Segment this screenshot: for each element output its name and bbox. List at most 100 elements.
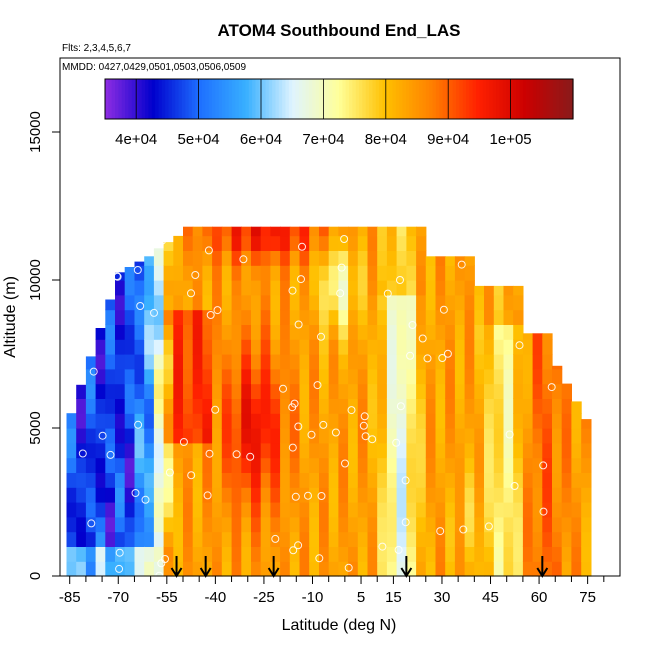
colorbar-swatch — [532, 79, 537, 119]
heatmap-cell — [445, 561, 456, 577]
heatmap-cell — [105, 561, 116, 577]
heatmap-cell — [396, 516, 407, 533]
colorbar-swatch — [235, 79, 240, 119]
heatmap-cell — [183, 265, 194, 281]
colorbar-swatch — [302, 79, 307, 119]
heatmap-cell — [202, 294, 213, 311]
heatmap-cell — [183, 250, 194, 266]
heatmap-cell — [416, 383, 427, 399]
heatmap-cell — [522, 368, 534, 385]
heatmap-cell — [173, 413, 184, 429]
heatmap-cell — [377, 531, 388, 547]
colorbar-swatch — [242, 79, 246, 119]
heatmap-cell — [396, 368, 407, 385]
heatmap-cell — [134, 354, 145, 370]
heatmap-cell — [212, 354, 223, 370]
heatmap-cell — [270, 265, 281, 281]
heatmap-cell — [377, 368, 388, 385]
heatmap-cell — [173, 531, 184, 547]
heatmap-cell — [348, 294, 359, 311]
colorbar-swatch — [382, 79, 387, 119]
sample-point — [360, 412, 369, 421]
heatmap-cell — [280, 354, 291, 370]
heatmap-cell — [299, 398, 310, 414]
heatmap-cell — [542, 354, 553, 370]
heatmap-cell — [134, 413, 145, 429]
heatmap-cell — [445, 413, 456, 429]
heatmap-cell — [280, 324, 291, 340]
heatmap-cell — [163, 561, 174, 577]
heatmap-cell — [522, 531, 534, 547]
heatmap-cell — [231, 383, 242, 399]
heatmap-cell — [464, 294, 475, 311]
heatmap-cell — [251, 442, 262, 459]
heatmap-cell — [299, 354, 310, 370]
heatmap-cell — [95, 457, 106, 473]
heatmap-cell — [309, 546, 320, 562]
heatmap-cell — [192, 502, 203, 518]
sample-point — [118, 234, 127, 243]
heatmap-cell — [124, 267, 135, 281]
heatmap-cell — [542, 487, 553, 503]
heatmap-cell — [163, 457, 174, 473]
heatmap-cell — [95, 383, 106, 399]
heatmap-cell — [581, 487, 592, 503]
colorbar-swatch — [352, 79, 357, 119]
heatmap-cell — [251, 516, 262, 533]
colorbar-swatch — [148, 79, 153, 119]
heatmap-cell — [532, 428, 543, 444]
heatmap-cell — [464, 354, 475, 370]
heatmap-cell — [435, 442, 446, 459]
heatmap-cell — [231, 235, 242, 251]
heatmap-cell — [396, 546, 407, 562]
heatmap-cell — [183, 413, 194, 429]
heatmap-cell — [309, 516, 320, 533]
heatmap-cell — [396, 531, 407, 547]
heatmap-cell — [221, 428, 233, 444]
heatmap-cell — [319, 235, 330, 251]
heatmap-cell — [406, 226, 417, 237]
heatmap-cell — [416, 472, 427, 488]
heatmap-cell — [357, 516, 369, 533]
heatmap-cell — [134, 516, 145, 533]
heatmap-cell — [202, 413, 213, 429]
colorbar-swatch — [178, 79, 183, 119]
heatmap-cell — [115, 309, 126, 325]
colorbar-swatch — [409, 79, 414, 119]
heatmap-cell — [503, 309, 514, 325]
heatmap-cell — [377, 383, 388, 399]
heatmap-cell — [241, 368, 252, 385]
heatmap-cell — [85, 472, 97, 488]
sample-point — [294, 422, 303, 431]
heatmap-cell — [95, 354, 106, 370]
heatmap-cell — [260, 339, 271, 355]
heatmap-cell — [522, 516, 534, 533]
heatmap-cell — [134, 309, 145, 325]
heatmap-cell — [406, 428, 417, 444]
sample-point — [438, 354, 447, 362]
colorbar-swatch — [569, 79, 574, 119]
heatmap-cell — [192, 309, 203, 325]
heatmap-cell — [134, 280, 145, 296]
heatmap-cell — [144, 294, 155, 311]
colorbar-tick-label: 4e+04 — [115, 131, 157, 148]
heatmap-cell — [319, 398, 330, 414]
heatmap-cell — [542, 398, 553, 414]
heatmap-cell — [260, 354, 271, 370]
heatmap-cell — [270, 294, 281, 311]
heatmap-cell — [406, 516, 417, 533]
heatmap-cell — [309, 368, 320, 385]
colorbar-swatch — [506, 79, 511, 119]
colorbar-swatch — [466, 79, 470, 119]
heatmap-cell — [561, 487, 572, 503]
colorbar-swatch — [539, 79, 544, 119]
heatmap-cell — [85, 531, 97, 547]
sample-point — [106, 450, 115, 459]
heatmap-cell — [153, 413, 165, 429]
heatmap-cell — [134, 457, 145, 473]
heatmap-cell — [299, 265, 310, 281]
heatmap-cell — [493, 294, 505, 311]
heatmap-cell — [386, 531, 398, 547]
heatmap-cell — [386, 309, 398, 325]
heatmap-cell — [571, 546, 582, 562]
